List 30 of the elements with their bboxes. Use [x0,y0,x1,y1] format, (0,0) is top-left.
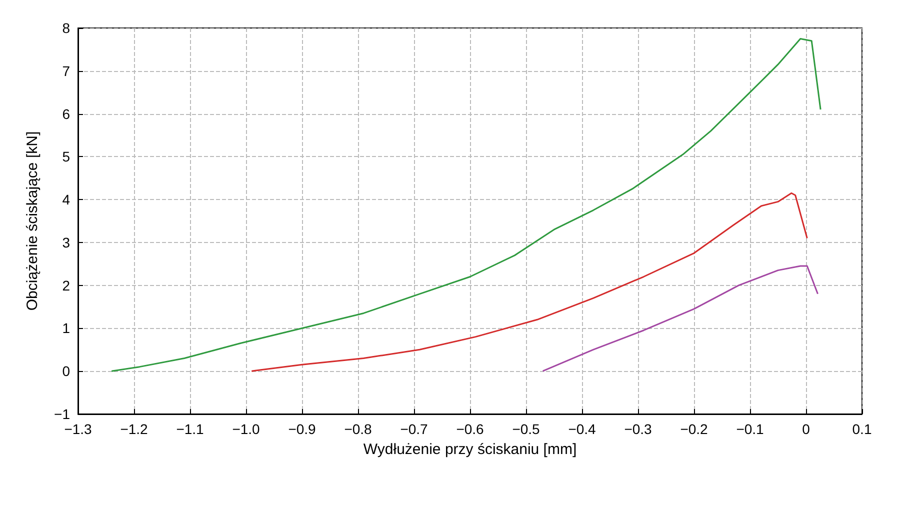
x-tick-label: −0.4 [568,421,596,437]
y-axis-title: Obciążenie ściskające [kN] [24,131,41,311]
y-tick-label: 6 [62,106,70,122]
y-tick-label: 4 [62,192,70,208]
line-series [110,38,822,372]
y-tick-label: 1 [62,320,70,336]
x-axis-title: Wydłużenie przy ściskaniu [mm] [363,441,577,458]
y-tick-label: 5 [62,148,70,165]
x-tick-label: −0.7 [400,421,428,437]
x-tick-label: −1.1 [176,421,204,437]
x-tick-label: −1.0 [232,421,260,437]
x-tick-label: −0.6 [456,421,484,437]
x-tick-label: −1.3 [64,421,92,437]
x-tick-label: −0.3 [624,421,652,437]
x-tick-label: 0 [802,421,810,437]
x-tick-label: −0.1 [736,421,764,437]
x-tick-label: 0.1 [852,421,872,437]
x-tick-label: −0.2 [680,421,708,437]
y-tick-label: 8 [62,20,70,36]
y-tick-label: 0 [62,363,70,380]
y-tick-label: −1 [54,406,70,422]
y-tick-label: 7 [62,62,70,79]
x-tick-label: −0.8 [344,421,372,437]
line-series [250,192,808,372]
y-tick-label: 3 [62,234,70,250]
line-series [542,265,819,372]
y-tick-label: 2 [62,277,70,294]
x-tick-label: −0.9 [288,421,316,437]
x-tick-label: −0.5 [512,421,540,437]
x-tick-label: −1.2 [120,421,148,437]
